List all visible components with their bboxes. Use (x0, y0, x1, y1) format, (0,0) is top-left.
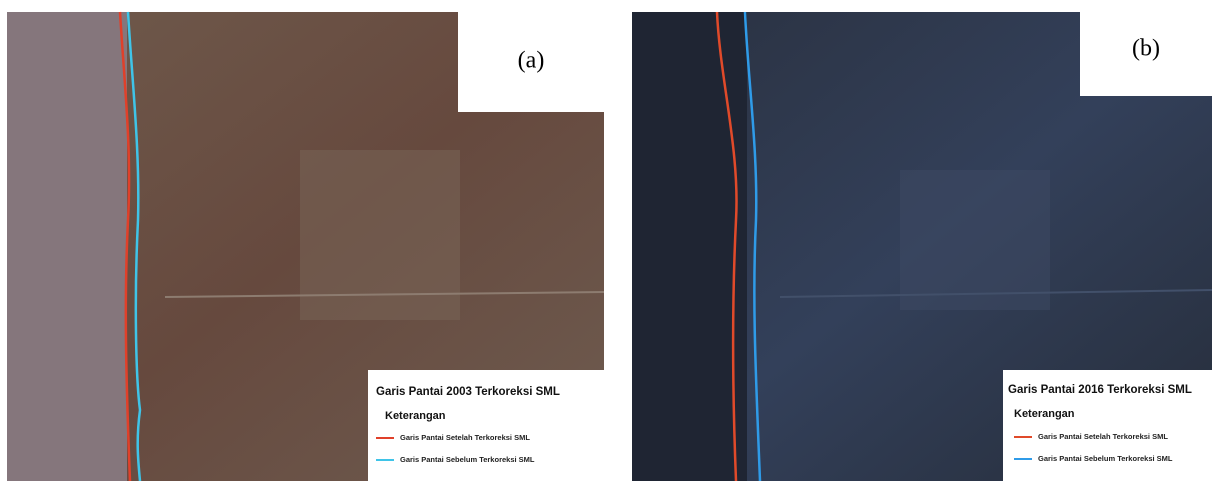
panel-a: (a) Garis Pantai 2003 Terkoreksi SML Ket… (7, 12, 604, 481)
legend-title: Garis Pantai 2016 Terkoreksi SML (1008, 384, 1192, 396)
legend-title: Garis Pantai 2003 Terkoreksi SML (376, 386, 560, 398)
panel-b: (b) Garis Pantai 2016 Terkoreksi SML Ket… (632, 12, 1212, 481)
legend-item: Garis Pantai Sebelum Terkoreksi SML (1038, 454, 1173, 463)
field (900, 170, 1050, 310)
legend-heading: Keterangan (1014, 408, 1075, 420)
panel-label: (b) (1132, 36, 1160, 62)
legend-heading: Keterangan (385, 410, 446, 422)
sea (632, 12, 747, 481)
legend-item: Garis Pantai Setelah Terkoreksi SML (400, 433, 530, 442)
sea (7, 12, 127, 481)
legend-item: Garis Pantai Sebelum Terkoreksi SML (400, 455, 535, 464)
panel-label: (a) (518, 48, 545, 74)
legend-item: Garis Pantai Setelah Terkoreksi SML (1038, 432, 1168, 441)
figure: (a) Garis Pantai 2003 Terkoreksi SML Ket… (0, 0, 1212, 481)
